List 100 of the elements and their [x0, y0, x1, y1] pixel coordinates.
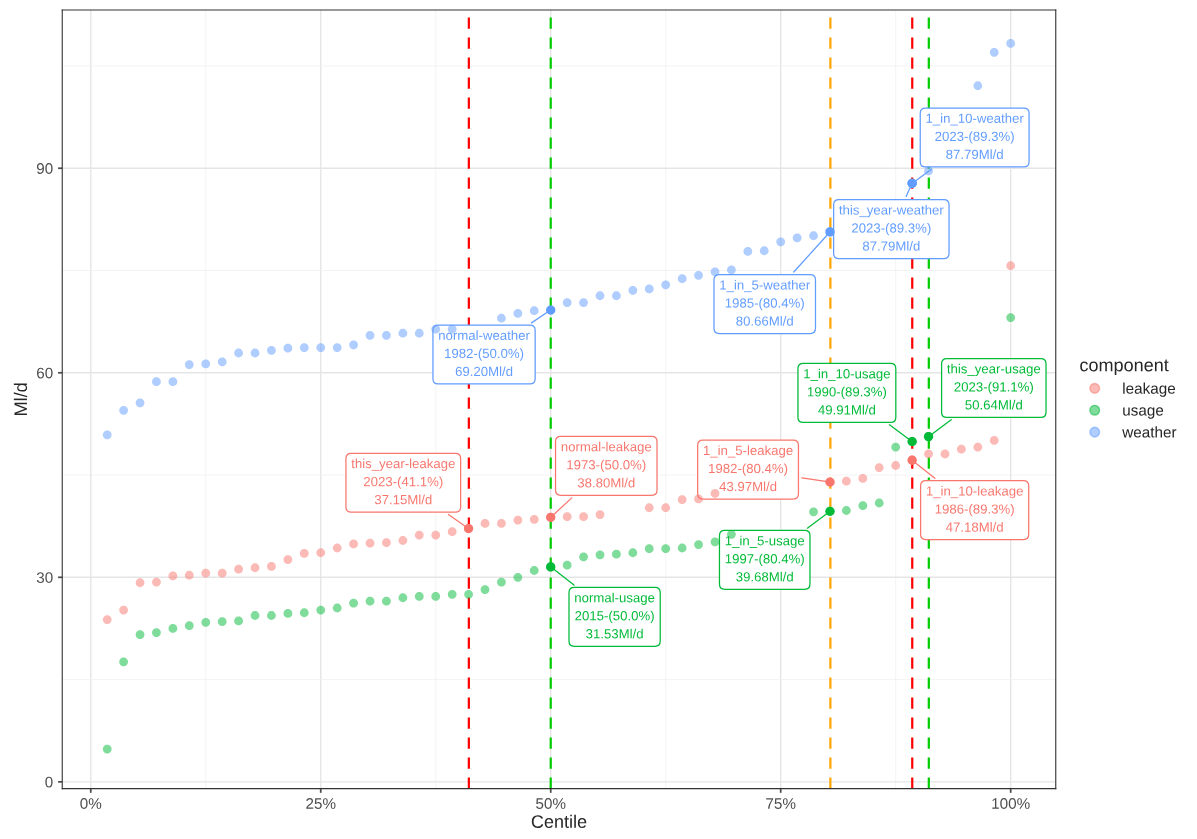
x-axis-title: Centile — [531, 814, 587, 828]
point — [283, 343, 293, 353]
point — [973, 81, 983, 91]
point — [694, 270, 703, 280]
point — [529, 514, 539, 524]
annotation: normal-leakage 1973-(50.0%) 38.80Ml/d — [561, 441, 652, 488]
point — [907, 178, 917, 188]
point — [1006, 261, 1016, 271]
point — [168, 624, 178, 633]
point — [283, 555, 293, 564]
point — [546, 562, 556, 572]
point — [858, 474, 868, 483]
point — [907, 455, 917, 465]
point — [201, 359, 211, 369]
point — [119, 657, 128, 667]
x-tick-label: 100% — [992, 798, 1030, 809]
point — [562, 298, 572, 307]
point — [497, 577, 506, 587]
point — [595, 510, 605, 519]
point — [414, 592, 424, 601]
point — [119, 405, 128, 415]
point — [201, 617, 211, 627]
point — [841, 476, 851, 486]
point — [102, 615, 112, 624]
annotation: 1_in_5-usage 1997-(80.4%) 39.68Ml/d — [725, 535, 805, 582]
point — [792, 233, 802, 243]
annotation: normal-weather 1982-(50.0%) 69.20Ml/d — [439, 330, 530, 377]
point — [398, 593, 408, 603]
point — [365, 538, 375, 548]
point — [316, 343, 326, 352]
point — [480, 585, 490, 594]
y-tick-label: 30 — [36, 572, 53, 583]
point — [217, 357, 227, 367]
point — [119, 605, 128, 615]
point — [316, 605, 326, 615]
point — [168, 571, 178, 581]
point — [891, 461, 901, 470]
legend-label: usage — [1123, 407, 1164, 419]
point — [710, 267, 720, 277]
point — [858, 501, 868, 511]
annotation: this_year-weather 2023-(89.3%) 87.79Ml/d — [839, 204, 944, 251]
point — [874, 463, 884, 472]
legend-label: leakage — [1123, 382, 1176, 397]
point — [382, 596, 391, 606]
point — [513, 572, 523, 582]
point — [497, 519, 506, 528]
point — [825, 227, 835, 237]
point — [677, 274, 687, 284]
point — [973, 442, 983, 452]
point — [825, 506, 835, 516]
point — [365, 330, 375, 340]
point — [382, 330, 391, 340]
point — [447, 589, 457, 599]
point — [710, 537, 720, 547]
point — [989, 47, 999, 57]
point — [727, 265, 736, 275]
x-tick-label: 0% — [80, 798, 102, 809]
point — [102, 744, 112, 754]
point — [940, 449, 950, 459]
point — [924, 449, 933, 459]
point — [349, 539, 358, 549]
point — [595, 550, 605, 560]
point — [250, 563, 260, 573]
point — [398, 328, 408, 338]
point — [152, 577, 161, 587]
legend-label: weather — [1122, 426, 1177, 438]
point — [579, 298, 588, 307]
point — [809, 231, 818, 241]
point — [201, 568, 211, 578]
point — [743, 247, 753, 256]
x-tick-label: 50% — [536, 798, 566, 809]
point — [349, 340, 358, 350]
point — [152, 377, 161, 387]
point — [694, 494, 703, 504]
point — [694, 540, 703, 549]
point — [529, 306, 539, 316]
point — [677, 543, 687, 553]
point — [431, 530, 441, 540]
point — [529, 566, 539, 575]
point — [414, 328, 424, 338]
annotation: 1_in_10-leakage 1986-(89.3%) 47.18Ml/d — [926, 485, 1023, 532]
y-axis-title: Ml/d — [13, 383, 28, 415]
point — [168, 377, 178, 387]
point — [299, 608, 309, 618]
point — [579, 552, 588, 562]
point — [612, 549, 621, 559]
point — [184, 621, 194, 631]
point — [349, 598, 358, 608]
annotation: this_year-leakage 2023-(41.1%) 37.15Ml/d — [351, 458, 455, 505]
point — [661, 544, 671, 554]
point — [710, 489, 720, 498]
point — [447, 527, 457, 537]
annotation: normal-usage 2015-(50.0%) 31.53Ml/d — [575, 592, 655, 639]
point — [612, 291, 621, 301]
point — [283, 609, 293, 618]
point — [267, 562, 276, 571]
annotation: 1_in_10-weather 2023-(89.3%) 87.79Ml/d — [926, 113, 1024, 160]
point — [234, 616, 243, 626]
point — [135, 578, 145, 588]
point — [1006, 39, 1016, 48]
